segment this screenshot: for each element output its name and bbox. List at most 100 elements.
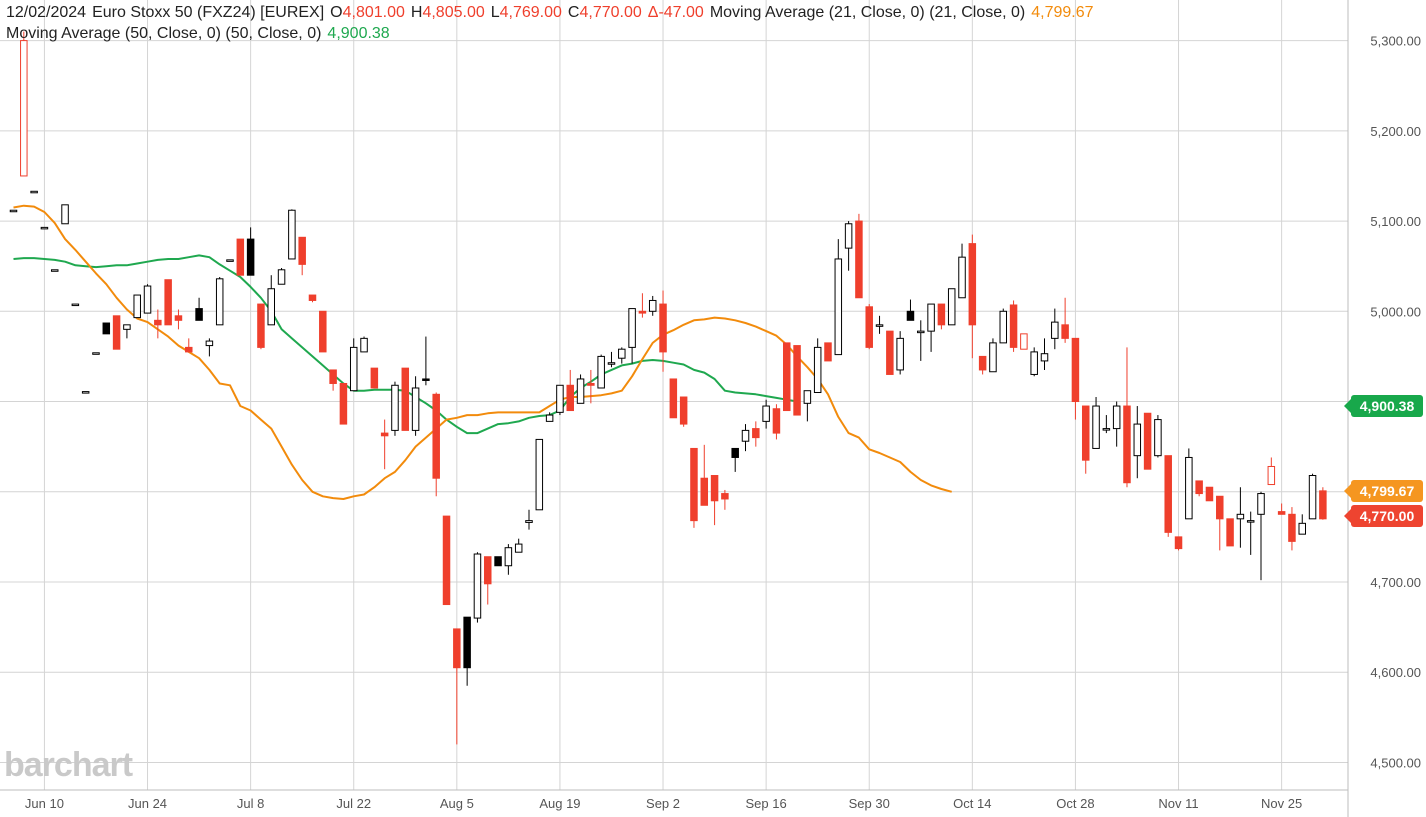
candle-body [1288, 513, 1296, 542]
candle [391, 381, 399, 436]
candle [1154, 415, 1162, 458]
candle [205, 338, 214, 357]
candle-body [349, 346, 358, 392]
candle [236, 238, 245, 276]
candle [164, 279, 172, 326]
candle-body [514, 543, 523, 553]
candle [906, 299, 915, 321]
candle-body [1092, 405, 1100, 449]
candle [61, 204, 69, 225]
candle-body [937, 303, 946, 326]
candle-body [1246, 520, 1255, 523]
instrument-name: Euro Stoxx 50 (FXZ24) [EUREX] [92, 4, 325, 21]
candle [494, 556, 502, 567]
candle [226, 259, 234, 262]
candle [20, 31, 28, 177]
quote-header: 12/02/2024 Euro Stoxx 50 (FXZ24) [EUREX] O… [6, 4, 1094, 22]
candle-body [174, 315, 183, 321]
candle [1185, 448, 1193, 520]
candle [813, 338, 822, 394]
candle-body [607, 362, 616, 365]
candle-body [638, 310, 647, 314]
candle-body [205, 340, 214, 347]
candle-body [1009, 304, 1018, 348]
y-tick-label: 5,300.00 [1370, 34, 1421, 49]
candle-body [102, 322, 111, 335]
x-tick-label: Oct 14 [953, 796, 991, 811]
candle [349, 338, 358, 392]
ma21-legend-label[interactable]: Moving Average (21, Close, 0) (21, Close… [709, 4, 1026, 21]
candle-body [411, 387, 420, 431]
candle-body [154, 319, 162, 326]
candle [628, 308, 636, 364]
candle-body [741, 429, 750, 442]
candle [1102, 415, 1111, 434]
candle [762, 399, 770, 429]
candle [772, 404, 781, 440]
candle [1123, 347, 1131, 488]
candle-body [803, 390, 812, 404]
candle [576, 374, 585, 404]
candle [154, 309, 162, 339]
candle-body [1143, 412, 1152, 470]
candle [1277, 503, 1286, 515]
open-value: 4,801.00 [342, 4, 405, 21]
candle [937, 303, 946, 330]
x-axis: Jun 10 Jun 24 Jul 8 Jul 22 Aug 5 Aug 19 Sep 2 S… [25, 796, 1302, 811]
ma50-legend-label[interactable]: Moving Average (50, Close, 0) (50, Close… [6, 25, 322, 42]
candle-body [143, 285, 152, 314]
candle [308, 294, 317, 303]
candle-body [566, 384, 574, 412]
candle [473, 552, 482, 623]
candle-body [1205, 486, 1214, 502]
candle-body [525, 520, 533, 523]
candle-body [484, 556, 492, 585]
candle-body [1020, 333, 1028, 350]
candle [195, 297, 203, 321]
candle [566, 369, 574, 412]
candle-body [164, 279, 172, 326]
candle-body [762, 405, 770, 422]
candle [1112, 401, 1121, 447]
candle-body [1195, 480, 1203, 495]
candle [40, 226, 49, 230]
candle-body [1071, 337, 1080, 403]
candle-body [1298, 522, 1306, 535]
candle [597, 354, 605, 389]
candle [1061, 297, 1069, 343]
candle [123, 324, 131, 339]
x-tick-label: Oct 28 [1056, 796, 1094, 811]
candle [679, 396, 688, 427]
candle [1205, 486, 1214, 502]
high-value: 4,805.00 [422, 4, 485, 21]
candle [215, 277, 224, 326]
candle [504, 544, 513, 575]
candle-body [556, 384, 564, 413]
candle-body [1216, 495, 1224, 520]
candle [319, 310, 327, 353]
candle-body [288, 209, 296, 260]
candle [1133, 406, 1142, 479]
candle-body [185, 346, 193, 353]
candle [442, 515, 451, 606]
candle-body [875, 324, 884, 327]
candle [246, 227, 255, 276]
ma21-polyline [13, 204, 952, 500]
candle [30, 190, 38, 194]
open-label: O [330, 4, 343, 21]
x-tick-label: Sep 2 [646, 796, 680, 811]
candle [1174, 536, 1183, 551]
low-value: 4,769.00 [499, 4, 562, 21]
candle-body [401, 367, 410, 431]
candle-body [958, 256, 966, 299]
candle [329, 369, 337, 391]
candle [81, 391, 90, 394]
candle [824, 342, 832, 362]
candle-body [1164, 455, 1172, 533]
candle [1267, 457, 1276, 486]
y-tick-label: 5,000.00 [1370, 304, 1421, 319]
candle [1092, 397, 1100, 449]
x-tick-label: Sep 16 [746, 796, 787, 811]
candle-body [968, 243, 977, 326]
